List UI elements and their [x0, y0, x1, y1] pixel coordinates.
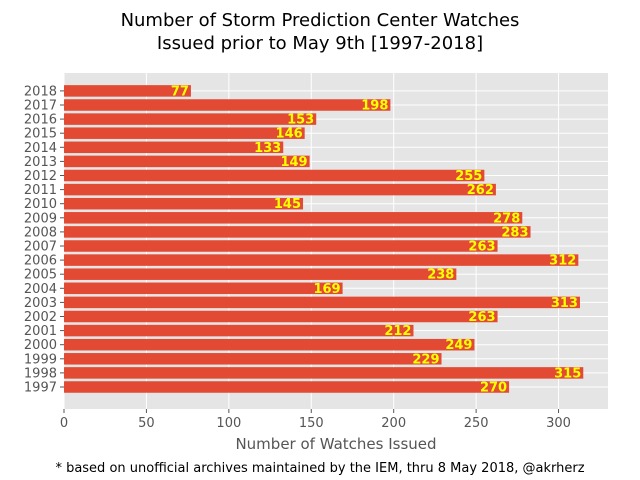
- bar-2015: [64, 127, 305, 139]
- y-tick-label-1998: 1998: [24, 366, 57, 381]
- y-tick-label-2001: 2001: [24, 324, 57, 339]
- bar-2009: [64, 212, 523, 224]
- value-label-2009: 278: [493, 211, 520, 226]
- y-tick-label-2008: 2008: [24, 225, 57, 240]
- value-label-2014: 133: [254, 141, 281, 156]
- bar-2012: [64, 169, 485, 182]
- footnote: * based on unofficial archives maintaine…: [55, 461, 585, 476]
- y-axis-ticks: 1997199819992000200120022003200420052006…: [24, 84, 64, 396]
- y-tick-label-2009: 2009: [24, 211, 57, 226]
- bar-2007: [64, 240, 498, 252]
- bar-2004: [64, 282, 343, 295]
- y-tick-label-2003: 2003: [24, 296, 57, 311]
- value-label-2017: 198: [361, 99, 388, 114]
- x-tick-label: 100: [216, 416, 241, 431]
- bar-2016: [64, 113, 317, 125]
- bar-1997: [64, 381, 510, 393]
- value-label-2013: 149: [280, 155, 307, 170]
- bar-2003: [64, 296, 580, 309]
- y-tick-label-2006: 2006: [24, 254, 57, 269]
- bar-2005: [64, 268, 457, 280]
- y-tick-label-2018: 2018: [24, 84, 57, 99]
- y-tick-label-2012: 2012: [24, 169, 57, 184]
- bar-2002: [64, 310, 498, 323]
- y-tick-label-2017: 2017: [24, 99, 57, 114]
- y-tick-label-2002: 2002: [24, 310, 57, 325]
- x-axis-label: Number of Watches Issued: [235, 435, 436, 453]
- x-tick-label: 300: [546, 416, 571, 431]
- x-tick-label: 250: [464, 416, 489, 431]
- bar-2006: [64, 254, 579, 266]
- value-label-2004: 169: [313, 282, 340, 297]
- value-label-1999: 229: [412, 352, 439, 367]
- value-label-2011: 262: [467, 183, 494, 198]
- bar-2014: [64, 141, 284, 154]
- y-tick-label-2004: 2004: [24, 282, 57, 297]
- y-tick-label-2013: 2013: [24, 155, 57, 170]
- x-tick-label: 50: [138, 416, 155, 431]
- chart-title-line-1: Number of Storm Prediction Center Watche…: [120, 10, 520, 31]
- bar-2018: [64, 85, 191, 97]
- value-label-1997: 270: [480, 381, 507, 396]
- bar-1999: [64, 353, 442, 365]
- value-label-2016: 153: [287, 113, 314, 128]
- value-label-2003: 313: [551, 296, 578, 311]
- bar-2017: [64, 99, 391, 111]
- bar-2001: [64, 324, 414, 337]
- value-label-1998: 315: [554, 366, 581, 381]
- value-label-2000: 249: [445, 338, 472, 353]
- y-tick-label-2010: 2010: [24, 197, 57, 212]
- y-tick-label-2015: 2015: [24, 127, 57, 142]
- value-label-2002: 263: [468, 310, 495, 325]
- y-tick-label-2016: 2016: [24, 113, 57, 128]
- value-label-2006: 312: [549, 254, 576, 269]
- value-label-2007: 263: [468, 240, 495, 255]
- x-axis-ticks: 0 50 100 150 200 250 300: [60, 409, 571, 431]
- y-tick-label-2000: 2000: [24, 338, 57, 353]
- x-tick-label: 200: [381, 416, 406, 431]
- value-label-2010: 145: [274, 197, 301, 212]
- bar-2000: [64, 338, 475, 351]
- value-label-2005: 238: [427, 268, 454, 283]
- bar-2010: [64, 197, 304, 210]
- value-label-2008: 283: [501, 225, 528, 240]
- bar-2013: [64, 155, 310, 168]
- y-tick-label-2011: 2011: [24, 183, 57, 198]
- y-tick-label-2014: 2014: [24, 141, 57, 156]
- bars: [64, 85, 584, 393]
- value-label-2001: 212: [384, 324, 411, 339]
- x-tick-label: 0: [60, 416, 68, 431]
- bar-2008: [64, 226, 531, 238]
- y-tick-label-1999: 1999: [24, 352, 57, 367]
- x-tick-label: 150: [299, 416, 324, 431]
- chart-title-line-2: Issued prior to May 9th [1997-2018]: [156, 33, 484, 54]
- bar-2011: [64, 183, 496, 196]
- y-tick-label-2005: 2005: [24, 268, 57, 283]
- value-label-2018: 77: [171, 84, 189, 99]
- value-label-2015: 146: [276, 127, 303, 142]
- y-tick-label-1997: 1997: [24, 381, 57, 396]
- bar-1998: [64, 367, 584, 379]
- value-label-2012: 255: [455, 169, 482, 184]
- y-tick-label-2007: 2007: [24, 240, 57, 255]
